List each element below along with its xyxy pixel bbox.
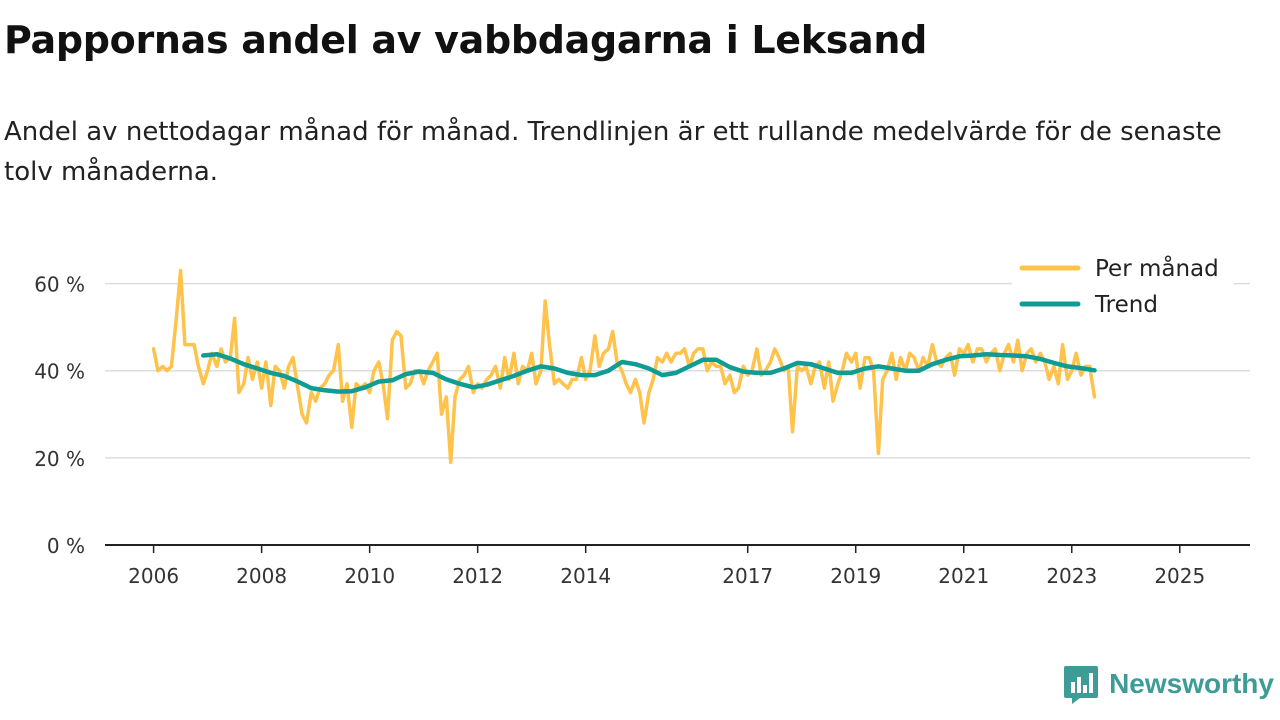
bar-chart-logo-icon — [1064, 666, 1099, 704]
y-tick-label: 0 % — [47, 534, 85, 558]
brand-name: Newsworthy — [1109, 668, 1274, 699]
y-tick-label: 60 % — [34, 273, 85, 297]
x-tick-label: 2010 — [344, 564, 395, 588]
legend-label-monthly: Per månad — [1095, 254, 1219, 282]
x-tick-label: 2019 — [830, 564, 881, 588]
x-tick-label: 2023 — [1046, 564, 1097, 588]
y-tick-label: 20 % — [34, 447, 85, 471]
y-tick-label: 40 % — [34, 360, 85, 384]
x-tick-label: 2021 — [938, 564, 989, 588]
legend-background — [1012, 250, 1234, 324]
x-tick-label: 2008 — [236, 564, 287, 588]
x-tick-label: 2014 — [560, 564, 611, 588]
brand[interactable]: Newsworthy — [1063, 664, 1274, 704]
legend: Per månad Trend — [1012, 250, 1234, 324]
x-tick-label: 2006 — [128, 564, 179, 588]
series-line-monthly — [151, 268, 1097, 464]
x-tick-label: 2012 — [452, 564, 503, 588]
chart-title: Pappornas andel av vabbdagarna i Leksand — [4, 18, 928, 62]
x-tick-label: 2025 — [1154, 564, 1205, 588]
axes: 0 % 20 % 40 % 60 % 2006 2008 2010 2012 2014 2017 2… — [34, 273, 1250, 588]
series-line-trend — [201, 351, 1097, 394]
x-tick-label: 2017 — [722, 564, 773, 588]
legend-label-trend: Trend — [1094, 292, 1158, 318]
series-lines — [151, 268, 1097, 464]
chart-subtitle: Andel av nettodagar månad för månad. Tre… — [4, 117, 1222, 187]
